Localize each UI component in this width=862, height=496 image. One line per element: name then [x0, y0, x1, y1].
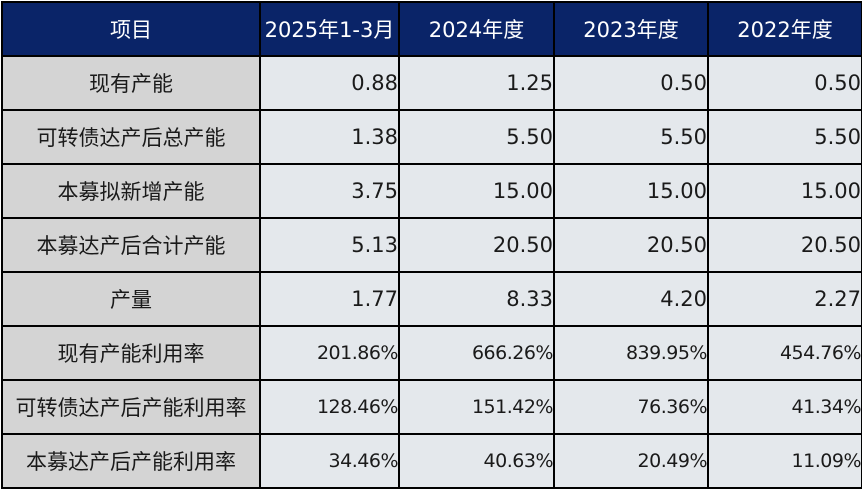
table-cell: 76.36%: [553, 379, 709, 435]
table-cell: 2.27: [707, 271, 862, 327]
table-cell: 201.86%: [259, 325, 400, 381]
row-label: 现有产能利用率: [1, 325, 261, 381]
table-cell: 41.34%: [707, 379, 862, 435]
table-row: 现有产能 0.88 1.25 0.50 0.50: [1, 55, 862, 111]
table-cell: 20.49%: [553, 433, 709, 489]
row-label: 可转债达产后产能利用率: [1, 379, 261, 435]
table-header: 项目 2025年1-3月 2024年度 2023年度 2022年度: [1, 1, 862, 57]
row-label: 产量: [1, 271, 261, 327]
table-cell: 5.13: [259, 217, 400, 273]
header-2025-q1: 2025年1-3月: [259, 1, 400, 57]
row-label: 现有产能: [1, 55, 261, 111]
table-cell: 839.95%: [553, 325, 709, 381]
table-cell: 5.50: [398, 109, 555, 165]
table-cell: 34.46%: [259, 433, 400, 489]
table-cell: 0.50: [553, 55, 709, 111]
table-row: 本募达产后合计产能 5.13 20.50 20.50 20.50: [1, 217, 862, 273]
table-cell: 4.20: [553, 271, 709, 327]
table-row: 可转债达产后产能利用率 128.46% 151.42% 76.36% 41.34…: [1, 379, 862, 435]
table-cell: 20.50: [398, 217, 555, 273]
table-cell: 20.50: [707, 217, 862, 273]
table-cell: 40.63%: [398, 433, 555, 489]
table-cell: 151.42%: [398, 379, 555, 435]
table-cell: 454.76%: [707, 325, 862, 381]
header-2024: 2024年度: [398, 1, 555, 57]
table-cell: 1.77: [259, 271, 400, 327]
row-label: 本募达产后产能利用率: [1, 433, 261, 489]
table-cell: 15.00: [707, 163, 862, 219]
table-body: 现有产能 0.88 1.25 0.50 0.50 可转债达产后总产能 1.38 …: [1, 55, 862, 489]
table-cell: 15.00: [398, 163, 555, 219]
table-row: 现有产能利用率 201.86% 666.26% 839.95% 454.76%: [1, 325, 862, 381]
header-2022: 2022年度: [707, 1, 862, 57]
row-label: 可转债达产后总产能: [1, 109, 261, 165]
table-cell: 8.33: [398, 271, 555, 327]
header-item: 项目: [1, 1, 261, 57]
table-cell: 5.50: [707, 109, 862, 165]
table-cell: 0.88: [259, 55, 400, 111]
row-label: 本募拟新增产能: [1, 163, 261, 219]
header-row: 项目 2025年1-3月 2024年度 2023年度 2022年度: [1, 1, 862, 57]
table-cell: 15.00: [553, 163, 709, 219]
table-row: 本募拟新增产能 3.75 15.00 15.00 15.00: [1, 163, 862, 219]
table-cell: 0.50: [707, 55, 862, 111]
table-row: 产量 1.77 8.33 4.20 2.27: [1, 271, 862, 327]
table-cell: 20.50: [553, 217, 709, 273]
table-cell: 11.09%: [707, 433, 862, 489]
table-row: 可转债达产后总产能 1.38 5.50 5.50 5.50: [1, 109, 862, 165]
table-cell: 128.46%: [259, 379, 400, 435]
table-cell: 5.50: [553, 109, 709, 165]
table-cell: 1.38: [259, 109, 400, 165]
table-cell: 1.25: [398, 55, 555, 111]
table-cell: 3.75: [259, 163, 400, 219]
table-row: 本募达产后产能利用率 34.46% 40.63% 20.49% 11.09%: [1, 433, 862, 489]
header-2023: 2023年度: [553, 1, 709, 57]
row-label: 本募达产后合计产能: [1, 217, 261, 273]
table-cell: 666.26%: [398, 325, 555, 381]
